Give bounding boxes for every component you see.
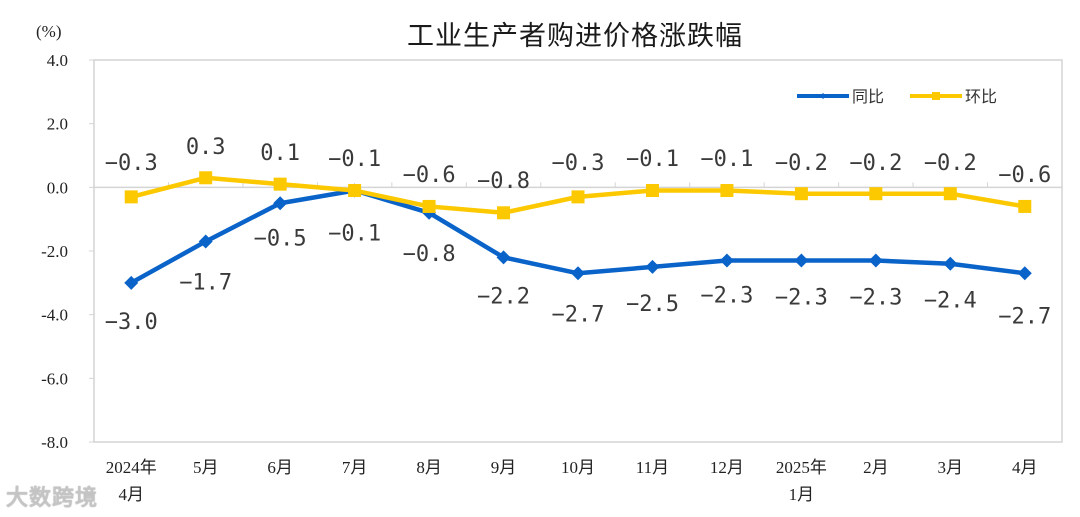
mom-data-label: −0.1 (700, 147, 753, 172)
mom-data-label: −0.2 (849, 151, 902, 176)
x-tick-label: 2025年 (776, 458, 827, 477)
diamond-marker (571, 266, 585, 281)
y-tick-label: 0.0 (47, 178, 68, 197)
mom-data-label: −0.1 (328, 147, 381, 172)
square-marker (124, 190, 138, 204)
x-tick-label: 4月 (118, 485, 144, 504)
square-marker (422, 199, 436, 213)
square-marker (273, 177, 287, 191)
diamond-marker (719, 253, 734, 268)
y-tick-label: 4.0 (47, 51, 68, 70)
yoy-data-label: −2.7 (552, 302, 605, 327)
x-tick-label: 4月 (1012, 458, 1038, 477)
diamond-marker (198, 234, 213, 249)
y-tick-label: -8.0 (41, 433, 68, 452)
y-tick-label: 2.0 (47, 115, 68, 134)
square-marker (869, 187, 883, 201)
x-tick-label: 2月 (863, 458, 889, 477)
square-marker (571, 190, 585, 204)
legend-label: 环比 (965, 87, 997, 106)
mom-data-label: −0.3 (105, 151, 158, 176)
legend: 同比 环比 (797, 87, 997, 106)
yoy-data-label: −2.3 (775, 286, 828, 311)
square-marker (1018, 199, 1032, 213)
yoy-data-label: −0.1 (328, 222, 381, 247)
square-marker (943, 187, 957, 201)
diamond-marker (124, 275, 139, 290)
mom-data-label: −0.2 (775, 151, 828, 176)
x-tick-label: 9月 (491, 458, 517, 477)
x-tick-label: 11月 (636, 458, 669, 477)
x-tick-label: 3月 (938, 458, 964, 477)
watermark: 大数跨境 (6, 486, 99, 511)
x-axis: 2024年 4月 5月 6月 7月 8月 9月 10月 11月 12月 2025年 1月 2月 3月 4月 (106, 458, 1038, 504)
mom-data-label: 0.3 (186, 135, 226, 160)
x-tick-label: 1月 (789, 485, 815, 504)
yoy-data-label: −1.7 (179, 270, 232, 295)
diamond-marker (645, 259, 660, 274)
square-marker (794, 187, 808, 201)
mom-data-label: 0.1 (260, 141, 300, 166)
diamond-marker (794, 253, 809, 268)
y-axis: 4.0 2.0 0.0 -2.0 -4.0 -6.0 -8.0 (41, 51, 94, 452)
plot-area (93, 59, 1063, 443)
y-tick-label: -6.0 (41, 369, 68, 388)
data-labels: −0.3 0.3 0.1 −0.1 −0.6 −0.8 −0.3 −0.1 −0.1 −0.2 −0… (105, 135, 1052, 335)
diamond-marker (868, 253, 883, 268)
series-lines (124, 171, 1032, 290)
yoy-data-label: −2.5 (626, 292, 679, 317)
square-marker (199, 171, 213, 185)
yoy-data-label: −2.7 (998, 304, 1051, 329)
yoy-data-label: −2.4 (924, 289, 977, 314)
square-marker (348, 184, 362, 198)
x-tick-label: 6月 (267, 458, 293, 477)
yoy-data-label: −0.5 (254, 226, 307, 251)
yoy-data-label: −2.3 (849, 286, 902, 311)
mom-data-label: −0.6 (998, 163, 1051, 188)
x-tick-label: 12月 (710, 458, 744, 477)
yoy-data-label: −2.3 (700, 284, 753, 309)
yoy-data-label: −0.8 (403, 242, 456, 267)
mom-data-label: −0.3 (552, 151, 605, 176)
legend-label: 同比 (852, 87, 884, 106)
square-marker (645, 184, 659, 198)
mom-data-label: −0.1 (626, 147, 679, 172)
yoy-data-label: −3.0 (105, 310, 158, 335)
yoy-data-label: −2.2 (477, 284, 530, 309)
diamond-marker (1017, 266, 1032, 281)
diamond-marker (943, 256, 958, 271)
x-tick-label: 5月 (193, 458, 219, 477)
y-tick-label: -4.0 (41, 306, 68, 325)
x-tick-label: 10月 (561, 458, 595, 477)
mom-data-label: −0.2 (924, 151, 977, 176)
chart-title: 工业生产者购进价格涨跌幅 (407, 21, 743, 52)
square-marker (720, 184, 734, 198)
y-axis-unit-label: (%) (36, 22, 62, 41)
x-tick-label: 8月 (416, 458, 442, 477)
x-tick-label: 2024年 (106, 458, 157, 477)
diamond-marker (273, 196, 288, 211)
mom-data-label: −0.6 (403, 163, 456, 188)
square-marker (497, 206, 511, 220)
x-tick-label: 7月 (342, 458, 368, 477)
diamond-marker (496, 250, 511, 265)
mom-data-label: −0.8 (477, 169, 530, 194)
y-tick-label: -2.0 (41, 242, 68, 261)
